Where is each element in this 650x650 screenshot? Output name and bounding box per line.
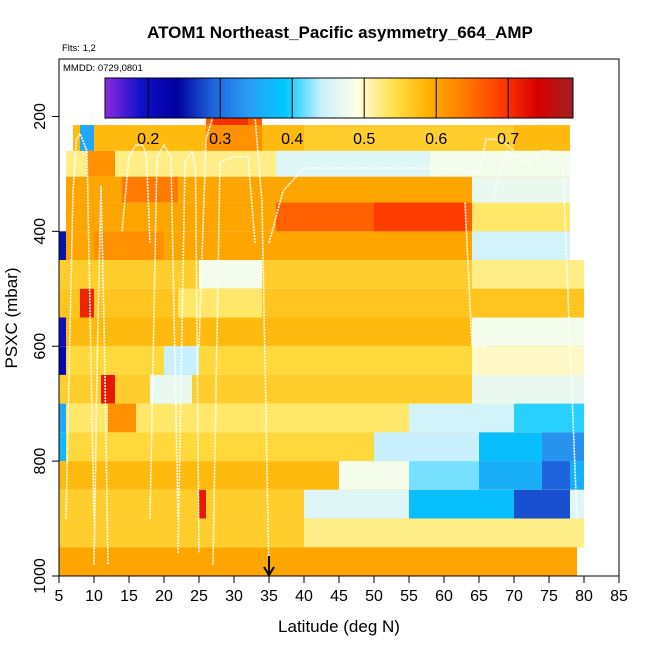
x-tick-label: 35 xyxy=(260,588,278,605)
colorbar-tick-label: 0.6 xyxy=(425,131,447,148)
latitude-marker xyxy=(263,556,275,577)
heat-cell xyxy=(108,403,136,433)
heat-cell xyxy=(304,125,514,151)
heat-cell xyxy=(472,317,584,347)
heat-cell xyxy=(122,176,178,203)
heat-cell xyxy=(80,288,94,318)
heat-cell xyxy=(374,202,465,232)
heat-cell xyxy=(472,202,570,232)
heat-cell xyxy=(472,231,570,261)
heat-cell xyxy=(472,176,570,203)
marker-arrow-head xyxy=(263,566,275,577)
dates-label: MMDD: 0729,0801 xyxy=(63,63,143,74)
colorbar: 0.2 0.3 0.4 0.5 0.6 0.7 xyxy=(104,77,574,148)
x-tick-label: 25 xyxy=(190,588,208,605)
x-tick-label: 60 xyxy=(435,588,453,605)
cloud-boundary-line xyxy=(65,131,95,519)
x-axis: 5 10 15 20 25 30 35 40 45 50 55 60 65 70 75 80 85 xyxy=(55,575,628,605)
heat-cell xyxy=(199,260,262,289)
heat-cell xyxy=(87,150,115,177)
heat-cell xyxy=(59,231,66,261)
x-tick-label: 15 xyxy=(120,588,138,605)
colorbar-tick-label: 0.2 xyxy=(137,131,159,148)
cloud-boundary-line xyxy=(121,144,151,243)
cloud-boundary-line xyxy=(464,202,486,348)
x-tick-label: 10 xyxy=(85,588,103,605)
heat-cell xyxy=(206,125,262,151)
heat-cell xyxy=(80,125,94,151)
heat-cell xyxy=(276,150,430,177)
y-tick-label: 600 xyxy=(32,333,49,360)
heat-cell xyxy=(304,518,584,548)
y-tick-label: 400 xyxy=(32,218,49,245)
cloud-boundary-line xyxy=(177,148,200,554)
heat-cell xyxy=(59,403,66,433)
y-tick-label: 800 xyxy=(32,448,49,475)
x-tick-label: 20 xyxy=(155,588,173,605)
x-tick-label: 70 xyxy=(505,588,523,605)
x-tick-label: 80 xyxy=(575,588,593,605)
heat-cell xyxy=(101,374,115,404)
heat-cell xyxy=(178,288,262,318)
heat-cell xyxy=(199,489,206,519)
x-tick-label: 30 xyxy=(225,588,243,605)
y-tick-label: 1000 xyxy=(32,558,49,594)
heat-cell xyxy=(59,432,66,462)
cloud-boundary-line xyxy=(212,155,256,565)
y-axis: 200 400 600 800 1000 xyxy=(32,103,60,594)
colorbar-tick-label: 0.7 xyxy=(497,131,519,148)
x-tick-label: 85 xyxy=(610,588,628,605)
heatmap-cells xyxy=(59,107,584,576)
colorbar-tick-label: 0.5 xyxy=(353,131,375,148)
heat-cell xyxy=(542,461,570,490)
heat-cell xyxy=(59,288,584,318)
cloud-boundary-line xyxy=(492,149,578,519)
x-axis-label: Latitude (deg N) xyxy=(278,617,400,636)
x-tick-label: 40 xyxy=(295,588,313,605)
chart-title: ATOM1 Northeast_Pacific asymmetry_664_AM… xyxy=(147,23,533,42)
x-tick-label: 65 xyxy=(470,588,488,605)
x-tick-label: 5 xyxy=(55,588,64,605)
cloud-boundary-line xyxy=(93,185,109,565)
colorbar-tick-label: 0.3 xyxy=(209,131,231,148)
y-tick-label: 200 xyxy=(32,103,49,130)
flights-label: Flts: 1,2 xyxy=(62,43,96,54)
heat-cell xyxy=(542,432,584,462)
heat-cell xyxy=(150,374,192,404)
cloud-boundary-line xyxy=(268,138,515,244)
cloud-boundary-line xyxy=(149,143,179,519)
heat-cell xyxy=(59,317,66,347)
x-tick-label: 45 xyxy=(330,588,348,605)
x-tick-label: 55 xyxy=(400,588,418,605)
y-axis-label: PSXC (mbar) xyxy=(2,267,21,368)
heat-cell xyxy=(59,547,577,576)
colorbar-tick-label: 0.4 xyxy=(281,131,303,148)
heat-cell xyxy=(472,260,584,289)
heat-cell xyxy=(472,346,584,375)
x-tick-label: 50 xyxy=(365,588,383,605)
cloud-boundary-lines xyxy=(65,115,578,577)
heat-cell xyxy=(514,489,570,519)
heat-cell xyxy=(472,374,584,404)
x-tick-label: 75 xyxy=(540,588,558,605)
heat-cell xyxy=(94,231,164,261)
heat-cell xyxy=(59,346,66,375)
colorbar-gradient xyxy=(104,77,574,119)
